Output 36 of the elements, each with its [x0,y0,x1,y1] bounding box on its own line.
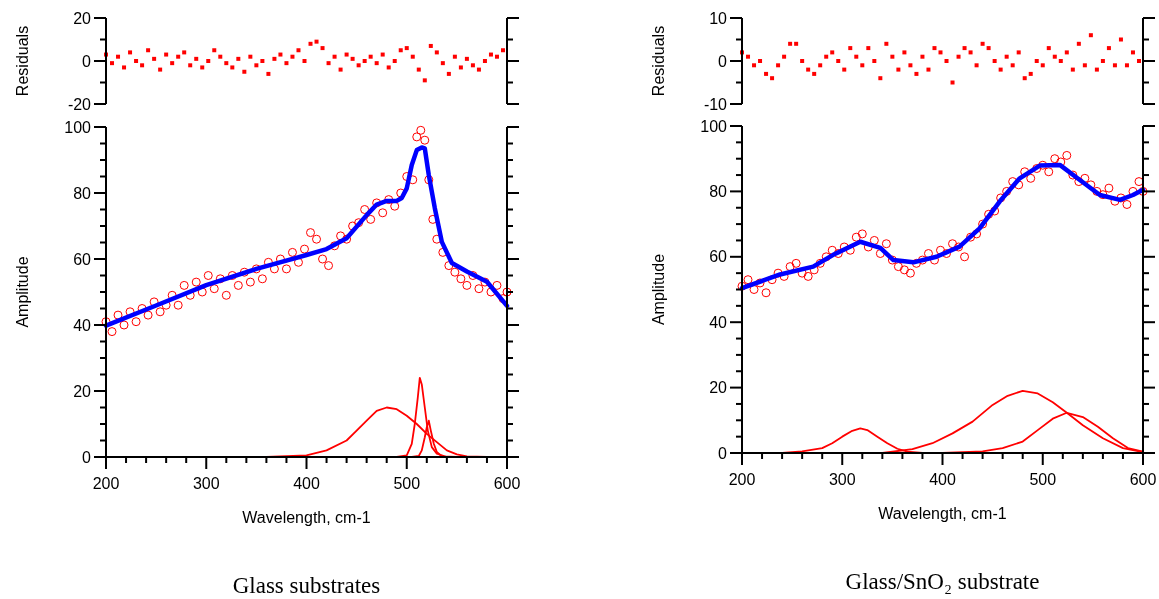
y-tick-label: 20 [709,379,728,397]
y-tick-label: 0 [718,444,728,462]
y-tick-label: -20 [67,95,92,113]
x-tick-label: 300 [828,471,856,488]
y-tick-label: 80 [709,183,728,200]
x-tick-label: 600 [493,475,521,492]
y-tick-label: 60 [73,250,92,268]
y-tick-label: -10 [703,95,728,113]
y-tick-label: 80 [73,184,92,202]
x-tick-label: 200 [728,471,756,488]
x-tick-label: 500 [393,475,421,492]
y-tick-label: 20 [73,382,92,400]
y-axis-title: Amplitude [650,253,667,326]
y-tick-label: 40 [709,313,728,331]
y-axis-title: Residuals [14,25,31,97]
y-tick-label: 40 [73,316,92,334]
x-axis-title: Wavelength, cm-1 [242,509,371,526]
text: Glass substrates [232,573,381,598]
y-tick-label: 100 [700,117,728,135]
y-tick-label: 0 [82,52,92,70]
x-tick-label: 400 [293,475,320,492]
y-axis-title: Amplitude [14,256,31,328]
y-tick-label: 100 [64,118,92,136]
y-tick-label: 0 [718,52,728,70]
x-tick-label: 300 [192,475,220,492]
y-tick-label: 10 [709,9,728,27]
text: Glass/SnO₂ substrate [845,569,1040,594]
x-axis-title: Wavelength, cm-1 [878,505,1007,522]
y-tick-label: 20 [73,9,92,27]
y-tick-label: 60 [709,248,728,266]
x-tick-label: 600 [1129,471,1157,488]
x-tick-label: 400 [929,471,956,488]
x-tick-label: 500 [1029,471,1057,488]
y-axis-title: Residuals [650,25,667,97]
x-tick-label: 200 [92,475,120,492]
y-tick-label: 0 [82,448,92,466]
